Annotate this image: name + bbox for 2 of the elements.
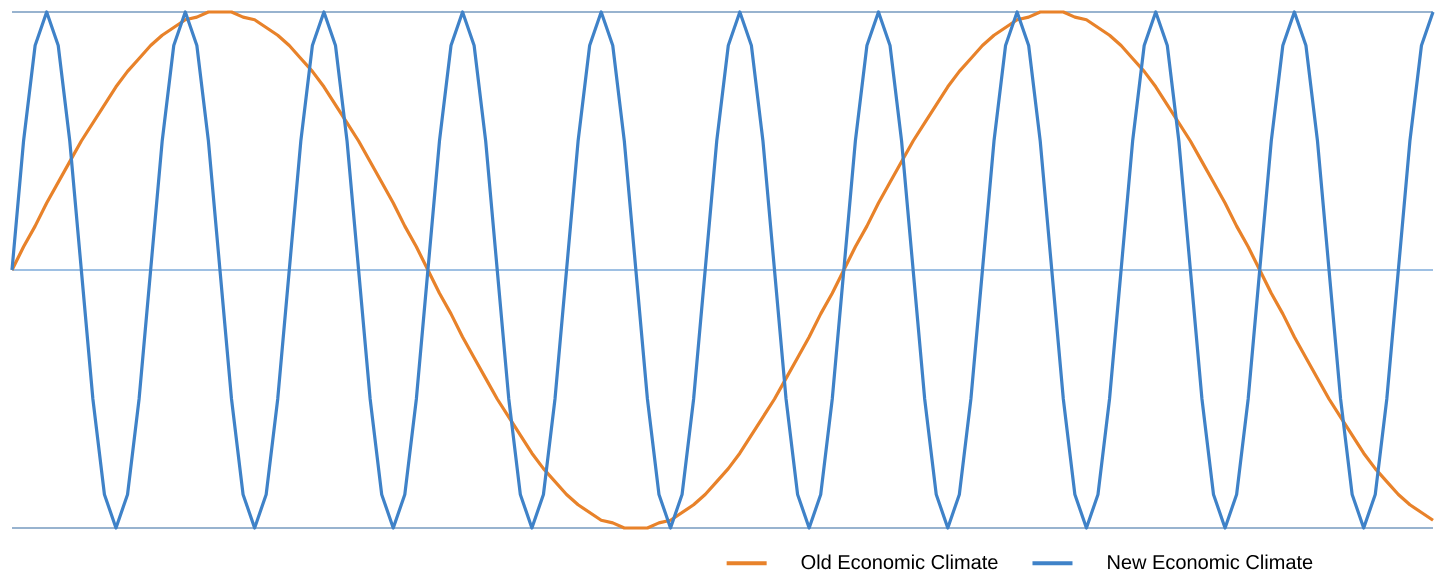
legend-label: New Economic Climate <box>1108 554 1313 570</box>
legend-label: Old Economic Climate <box>801 554 998 570</box>
